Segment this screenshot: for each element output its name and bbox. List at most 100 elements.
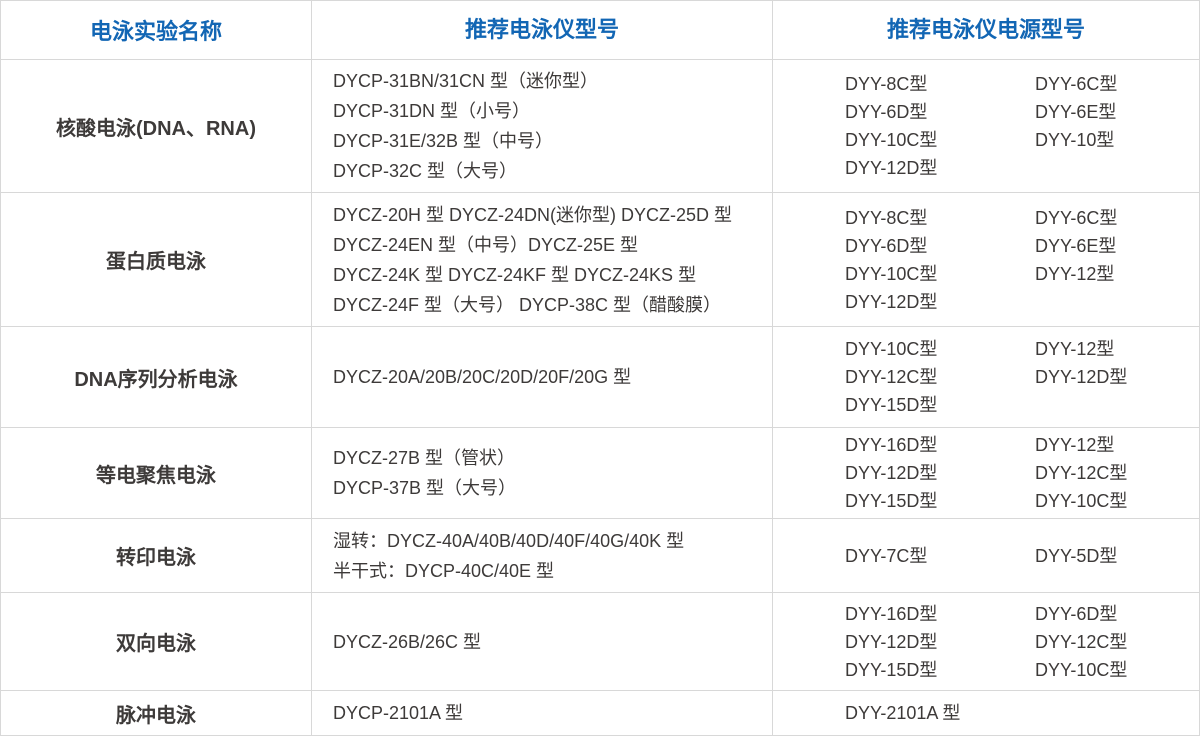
- power-column-left: DYY-16D型 DYY-12D型 DYY-15D型: [845, 600, 1035, 684]
- power-column-left: DYY-8C型 DYY-6D型 DYY-10C型 DYY-12D型: [845, 70, 1035, 182]
- power-columns: DYY-8C型 DYY-6D型 DYY-10C型 DYY-12D型 DYY-6C…: [773, 70, 1199, 182]
- experiment-name: DNA序列分析电泳: [74, 368, 238, 391]
- power-line: DYY-15D型: [845, 491, 938, 511]
- power-line: DYY-8C型: [845, 207, 928, 228]
- table-row-transfer: 转印电泳 湿转：DYCZ-40A/40B/40D/40F/40G/40K 型 半…: [1, 518, 1199, 592]
- power-supply-models: DYY-7C型 DYY-5D型: [772, 519, 1199, 592]
- model-line: DYCP-32C 型（大号）: [333, 161, 518, 181]
- power-line: DYY-6D型: [1035, 603, 1118, 624]
- power-line: DYY-7C型: [845, 545, 928, 566]
- power-supply-models: DYY-8C型 DYY-6D型 DYY-10C型 DYY-12D型 DYY-6C…: [772, 60, 1199, 192]
- model-line: DYCP-2101A 型: [333, 703, 464, 723]
- table-header-row: 电泳实验名称 推荐电泳仪型号 推荐电泳仪电源型号: [1, 1, 1199, 59]
- power-line: DYY-6E型: [1035, 235, 1117, 256]
- power-columns: DYY-10C型 DYY-12C型 DYY-15D型 DYY-12型 DYY-1…: [773, 335, 1199, 419]
- power-line: DYY-16D型: [845, 435, 938, 455]
- model-line: DYCZ-24F 型（大号） DYCP-38C 型（醋酸膜）: [333, 294, 722, 315]
- model-line: DYCP-31DN 型（小号）: [333, 101, 531, 121]
- power-line: DYY-10C型: [845, 339, 938, 359]
- power-line: DYY-6D型: [845, 102, 928, 122]
- power-line: DYY-10C型: [845, 263, 938, 284]
- power-line: DYY-8C型: [845, 74, 928, 94]
- power-column-left: DYY-2101A 型: [845, 699, 1035, 727]
- power-line: DYY-6E型: [1035, 102, 1117, 122]
- instrument-models: DYCP-31BN/31CN 型（迷你型） DYCP-31DN 型（小号） DY…: [311, 60, 772, 192]
- table-row-two-dimensional: 双向电泳 DYCZ-26B/26C 型 DYY-16D型 DYY-12D型 DY…: [1, 592, 1199, 690]
- power-columns: DYY-7C型 DYY-5D型: [773, 542, 1199, 570]
- power-columns: DYY-16D型 DYY-12D型 DYY-15D型 DYY-6D型 DYY-1…: [773, 600, 1199, 684]
- power-column-right: DYY-12型 DYY-12D型: [1035, 335, 1199, 391]
- table-row-protein: 蛋白质电泳 DYCZ-20H 型 DYCZ-24DN(迷你型) DYCZ-25D…: [1, 192, 1199, 326]
- power-column-right: DYY-5D型: [1035, 542, 1199, 570]
- power-line: DYY-10C型: [1035, 659, 1128, 680]
- power-supply-models: DYY-8C型 DYY-6D型 DYY-10C型 DYY-12D型 DYY-6C…: [772, 193, 1199, 326]
- power-supply-models: DYY-16D型 DYY-12D型 DYY-15D型 DYY-6D型 DYY-1…: [772, 593, 1199, 690]
- power-line: DYY-10C型: [845, 130, 938, 150]
- power-column-right: DYY-12型 DYY-12C型 DYY-10C型: [1035, 431, 1199, 515]
- experiment-name: 蛋白质电泳: [106, 251, 206, 273]
- header-experiment-name: 电泳实验名称: [89, 19, 222, 44]
- power-line: DYY-12C型: [1035, 463, 1128, 483]
- power-line: DYY-12D型: [845, 291, 938, 312]
- table-row-dna-sequencing: DNA序列分析电泳 DYCZ-20A/20B/20C/20D/20F/20G 型…: [1, 326, 1199, 427]
- model-line: DYCZ-27B 型（管状）: [333, 448, 516, 468]
- power-columns: DYY-8C型 DYY-6D型 DYY-10C型 DYY-12D型 DYY-6C…: [773, 204, 1199, 316]
- power-line: DYY-6C型: [1035, 207, 1118, 228]
- power-line: DYY-10C型: [1035, 491, 1128, 511]
- model-line: DYCZ-24K 型 DYCZ-24KF 型 DYCZ-24KS 型: [333, 264, 697, 285]
- power-column-left: DYY-8C型 DYY-6D型 DYY-10C型 DYY-12D型: [845, 204, 1035, 316]
- power-line: DYY-12C型: [845, 367, 938, 387]
- experiment-name: 脉冲电泳: [116, 704, 196, 727]
- experiment-name: 等电聚焦电泳: [96, 464, 216, 487]
- power-column-left: DYY-7C型: [845, 542, 1035, 570]
- power-column-left: DYY-16D型 DYY-12D型 DYY-15D型: [845, 431, 1035, 515]
- model-line: DYCZ-26B/26C 型: [333, 631, 482, 652]
- header-instrument-model: 推荐电泳仪型号: [311, 1, 772, 59]
- power-line: DYY-12D型: [845, 158, 938, 178]
- power-columns: DYY-2101A 型: [773, 699, 1199, 727]
- power-line: DYY-5D型: [1035, 545, 1118, 566]
- experiment-name: 核酸电泳(DNA、RNA): [56, 117, 256, 140]
- power-line: DYY-15D型: [845, 395, 938, 415]
- power-line: DYY-10型: [1035, 130, 1115, 150]
- power-line: DYY-15D型: [845, 659, 938, 680]
- power-line: DYY-12D型: [1035, 367, 1128, 387]
- power-line: DYY-12型: [1035, 339, 1115, 359]
- power-line: DYY-6D型: [845, 235, 928, 256]
- instrument-models: DYCZ-26B/26C 型: [311, 593, 772, 690]
- model-line: 湿转：DYCZ-40A/40B/40D/40F/40G/40K 型: [333, 530, 685, 551]
- power-supply-models: DYY-2101A 型: [772, 691, 1199, 735]
- instrument-models: 湿转：DYCZ-40A/40B/40D/40F/40G/40K 型 半干式：DY…: [311, 519, 772, 592]
- power-column-left: DYY-10C型 DYY-12C型 DYY-15D型: [845, 335, 1035, 419]
- instrument-models: DYCZ-20A/20B/20C/20D/20F/20G 型: [311, 327, 772, 427]
- power-columns: DYY-16D型 DYY-12D型 DYY-15D型 DYY-12型 DYY-1…: [773, 431, 1199, 515]
- table-row-pulse: 脉冲电泳 DYCP-2101A 型 DYY-2101A 型: [1, 690, 1199, 735]
- power-supply-models: DYY-16D型 DYY-12D型 DYY-15D型 DYY-12型 DYY-1…: [772, 428, 1199, 518]
- power-column-right: DYY-6C型 DYY-6E型 DYY-10型: [1035, 70, 1199, 154]
- model-line: DYCZ-24EN 型（中号）DYCZ-25E 型: [333, 234, 639, 255]
- model-line: DYCZ-20A/20B/20C/20D/20F/20G 型: [333, 367, 632, 387]
- experiment-name: 双向电泳: [116, 633, 196, 655]
- instrument-models: DYCP-2101A 型: [311, 691, 772, 735]
- power-line: DYY-2101A 型: [845, 703, 961, 723]
- power-line: DYY-12D型: [845, 631, 938, 652]
- model-line: 半干式：DYCP-40C/40E 型: [333, 560, 555, 581]
- power-line: DYY-12型: [1035, 263, 1115, 284]
- instrument-models: DYCZ-20H 型 DYCZ-24DN(迷你型) DYCZ-25D 型 DYC…: [311, 193, 772, 326]
- power-line: DYY-16D型: [845, 603, 938, 624]
- model-line: DYCP-31BN/31CN 型（迷你型）: [333, 71, 599, 91]
- table-row-isoelectric-focusing: 等电聚焦电泳 DYCZ-27B 型（管状） DYCP-37B 型（大号） DYY…: [1, 427, 1199, 518]
- model-line: DYCP-37B 型（大号）: [333, 478, 517, 498]
- experiment-name: 转印电泳: [116, 547, 196, 569]
- header-power-supply-model: 推荐电泳仪电源型号: [772, 1, 1199, 59]
- power-column-right: DYY-6D型 DYY-12C型 DYY-10C型: [1035, 600, 1199, 684]
- power-supply-models: DYY-10C型 DYY-12C型 DYY-15D型 DYY-12型 DYY-1…: [772, 327, 1199, 427]
- power-line: DYY-6C型: [1035, 74, 1118, 94]
- power-line: DYY-12C型: [1035, 631, 1128, 652]
- power-line: DYY-12型: [1035, 435, 1115, 455]
- power-line: DYY-12D型: [845, 463, 938, 483]
- model-line: DYCP-31E/32B 型（中号）: [333, 131, 554, 151]
- power-column-right: DYY-6C型 DYY-6E型 DYY-12型: [1035, 204, 1199, 288]
- model-line: DYCZ-20H 型 DYCZ-24DN(迷你型) DYCZ-25D 型: [333, 204, 733, 225]
